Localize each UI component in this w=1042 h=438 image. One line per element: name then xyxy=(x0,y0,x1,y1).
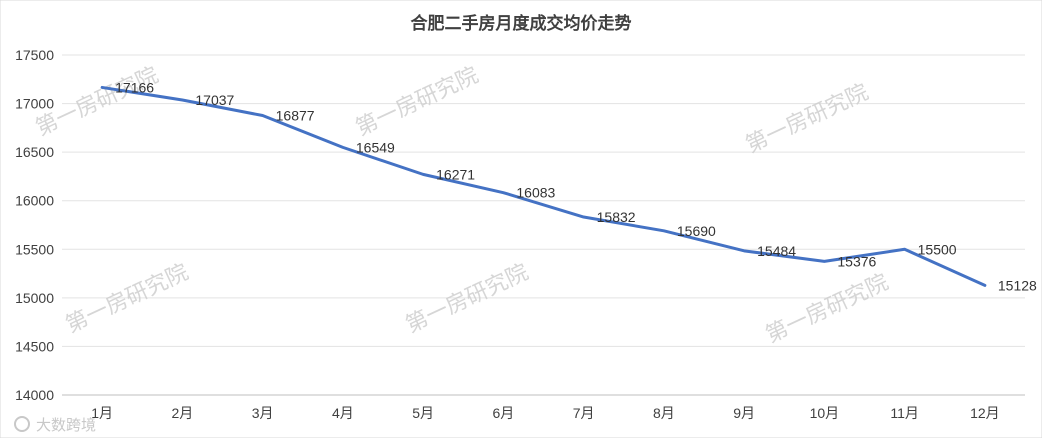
series-line xyxy=(100,85,987,287)
x-tick-label: 10月 xyxy=(810,405,840,421)
y-axis-ticks: 14000 14500 15000 15500 16000 16500 17000 17500 xyxy=(15,47,54,403)
x-tick-label: 9月 xyxy=(733,405,755,421)
y-tick-label: 14000 xyxy=(15,387,54,403)
x-tick-label: 11月 xyxy=(890,405,919,421)
x-tick-label: 2月 xyxy=(171,405,193,421)
gridlines xyxy=(62,54,1025,396)
data-labels: 17166 17037 16877 16549 16271 16083 15832 15690… xyxy=(115,79,1037,293)
y-tick-label: 16500 xyxy=(15,144,54,160)
logo-mark-icon xyxy=(14,416,30,432)
y-tick-label: 15500 xyxy=(15,241,54,257)
x-tick-label: 1月 xyxy=(91,405,113,421)
x-axis-ticks: 1月 2月 3月 4月 5月 6月 7月 8月 9月 10月 11月 12月 xyxy=(91,405,999,421)
data-label: 15376 xyxy=(837,253,876,269)
chart-title: 合肥二手房月度成交均价走势 xyxy=(411,13,632,34)
x-tick-label: 12月 xyxy=(970,405,1000,421)
data-label: 15484 xyxy=(757,243,796,259)
x-tick-label: 4月 xyxy=(332,405,354,421)
x-tick-label: 3月 xyxy=(252,405,274,421)
x-tick-label: 7月 xyxy=(573,405,595,421)
data-label: 16083 xyxy=(516,185,555,201)
x-tick-label: 6月 xyxy=(492,405,514,421)
data-label: 17166 xyxy=(115,79,154,95)
data-label: 15128 xyxy=(998,277,1037,293)
x-tick-label: 5月 xyxy=(412,405,434,421)
data-label: 16877 xyxy=(276,108,315,124)
data-label: 16549 xyxy=(356,139,395,155)
y-tick-label: 16000 xyxy=(15,193,54,209)
y-tick-label: 15000 xyxy=(15,290,54,306)
y-tick-label: 17500 xyxy=(15,47,54,63)
y-tick-label: 14500 xyxy=(15,338,54,354)
corner-logo: 大数跨境 xyxy=(14,416,96,434)
data-label: 15832 xyxy=(597,209,636,225)
data-label: 15500 xyxy=(918,241,957,257)
corner-logo-text: 大数跨境 xyxy=(36,416,96,434)
y-tick-label: 17000 xyxy=(15,96,54,112)
x-tick-label: 8月 xyxy=(653,405,675,421)
data-label: 17037 xyxy=(195,92,234,108)
data-label: 15690 xyxy=(677,223,716,239)
data-label: 16271 xyxy=(436,166,475,182)
